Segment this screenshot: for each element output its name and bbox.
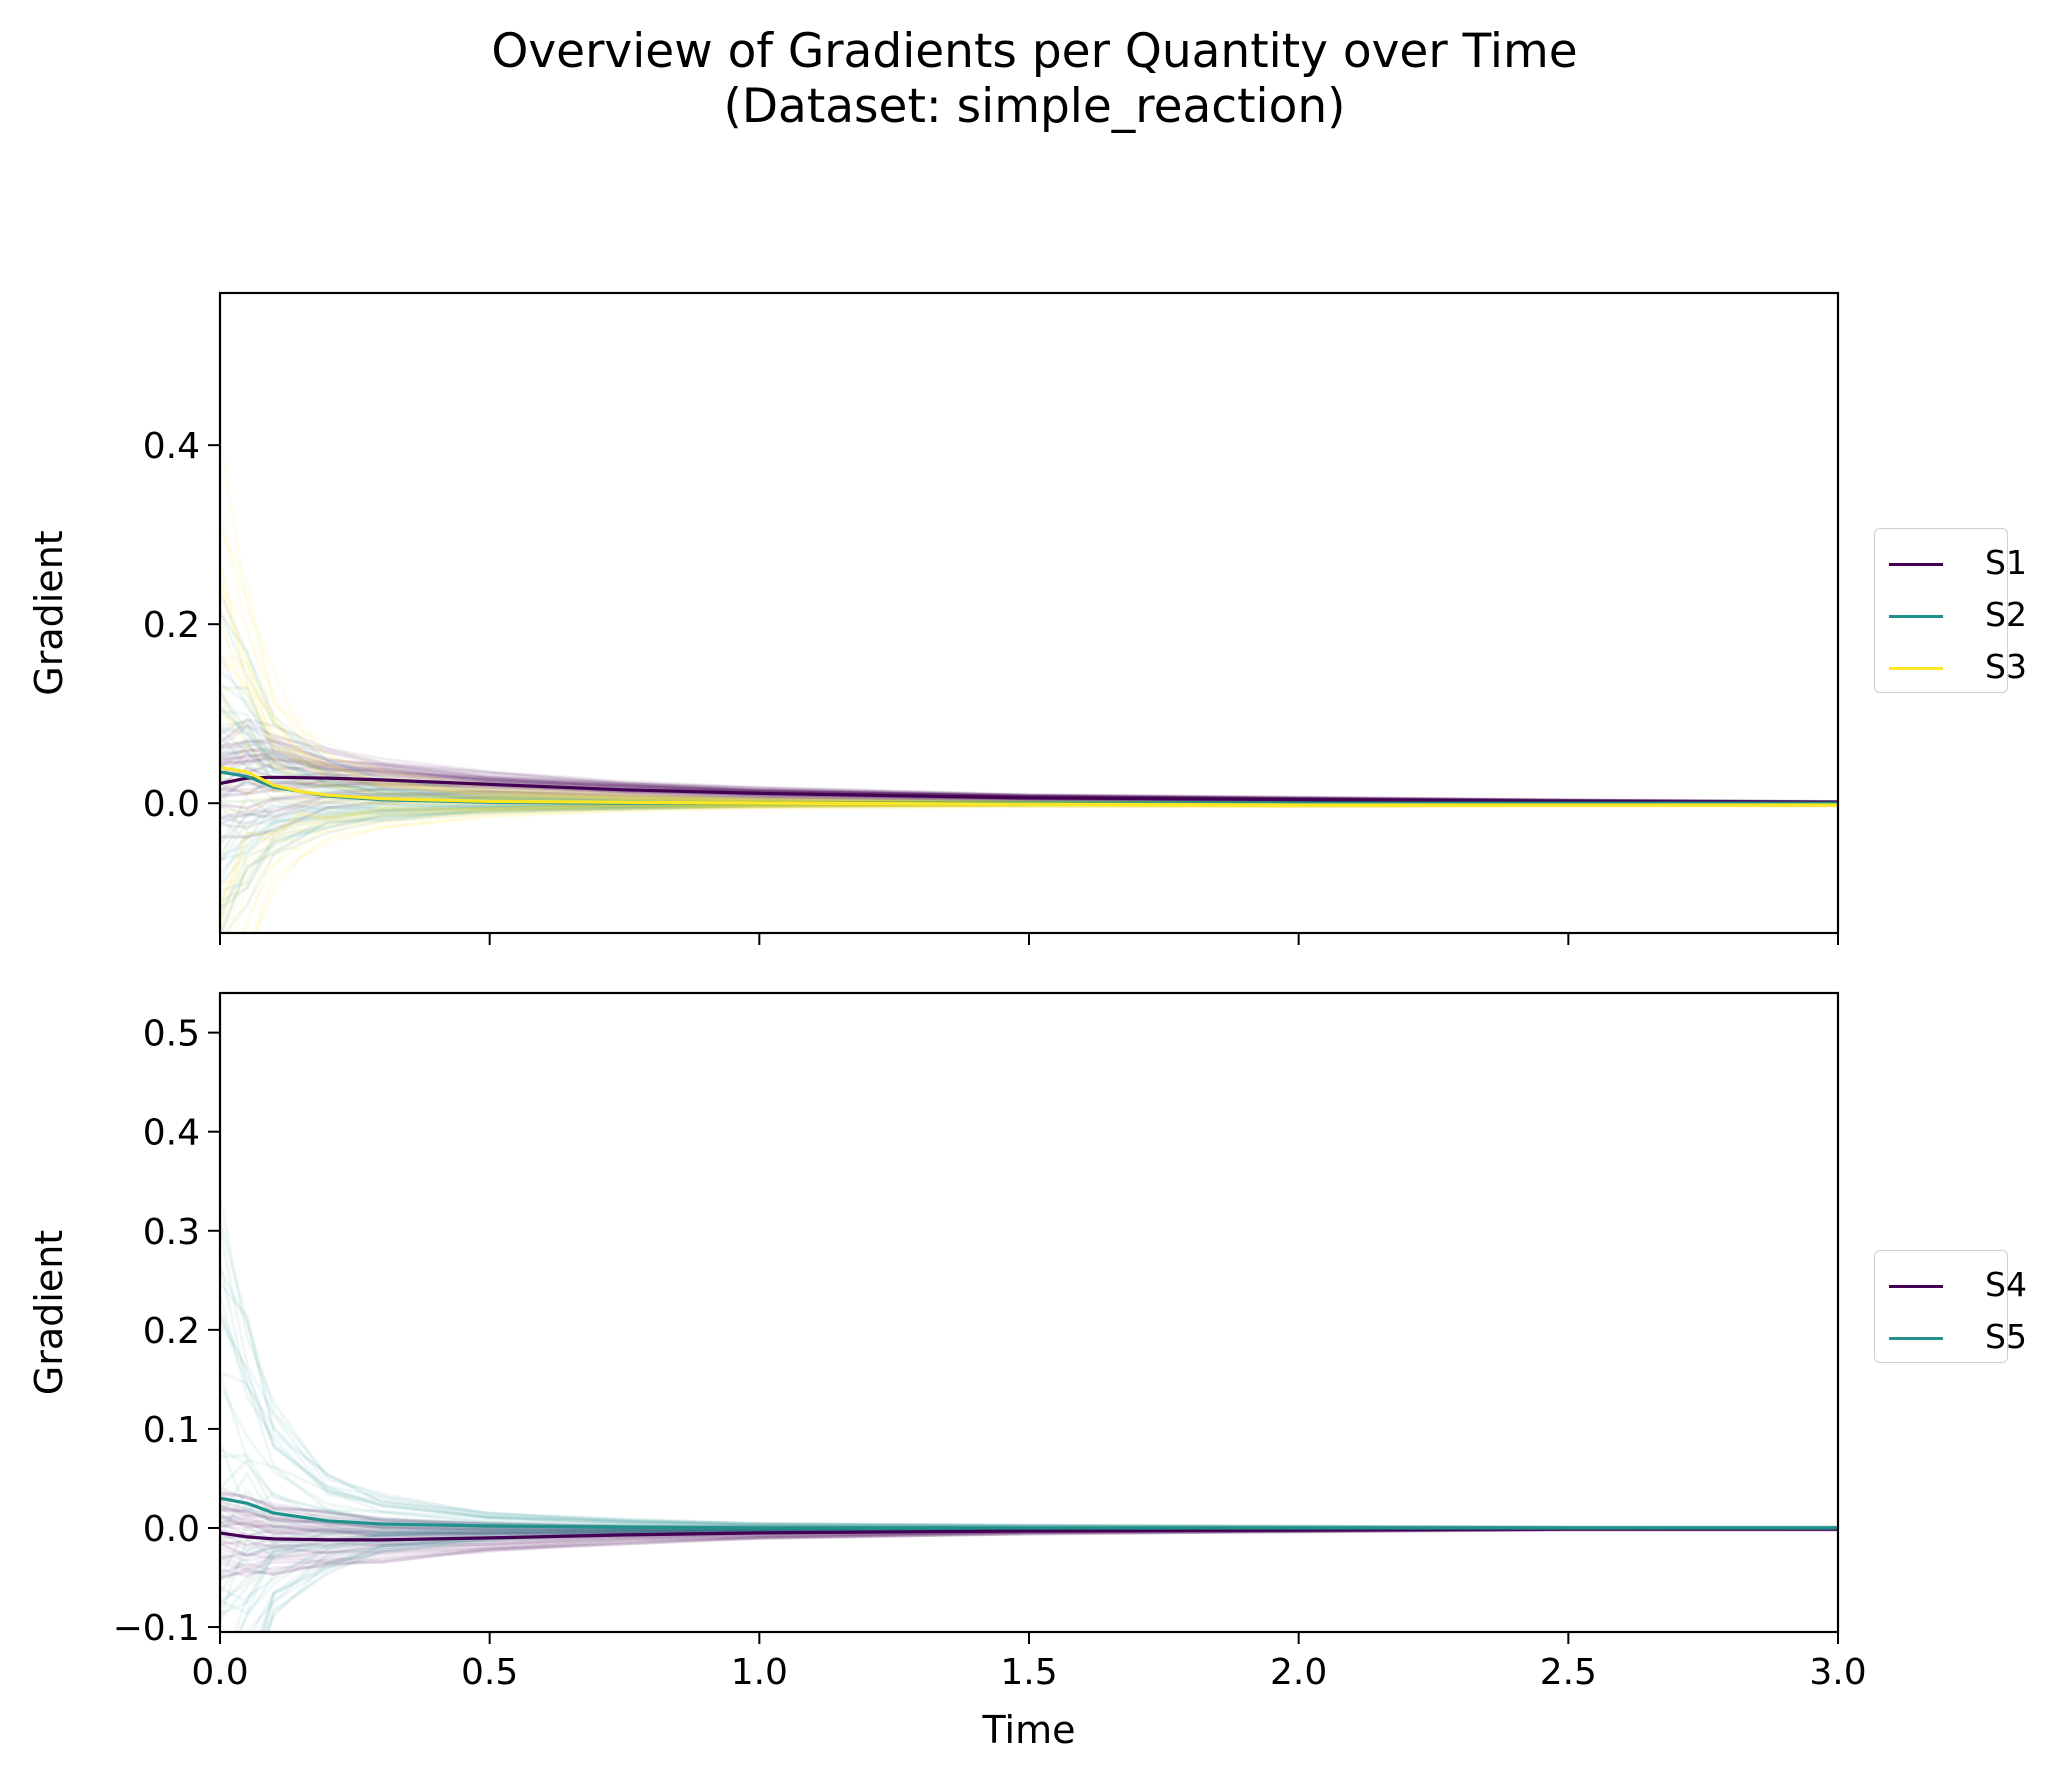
trace-s5-39 (220, 1282, 1838, 1529)
trace-s5-8 (220, 1384, 1838, 1530)
legend-entry-s2: S2 (1875, 591, 2027, 641)
trace-s5-40 (220, 1196, 1838, 1529)
trace-s3-15 (220, 508, 1838, 806)
x-tick-label: 2.0 (1270, 1652, 1327, 1693)
trace-s2-6 (220, 802, 1838, 933)
legend-entry-s4: S4 (1875, 1261, 2027, 1311)
legend-entry-s3: S3 (1875, 643, 2027, 693)
figure-subtitle: (Dataset: simple_reaction) (723, 79, 1346, 134)
trace-s3-28 (220, 528, 1838, 806)
trace-s3-13 (220, 527, 1838, 806)
series-line-s5 (220, 1496, 1838, 1530)
trace-s5-1 (220, 1372, 1838, 1530)
x-axis-label: Time (982, 1708, 1076, 1752)
trace-s5-36 (220, 1221, 1838, 1529)
trace-s3-42 (220, 803, 1838, 917)
y-tick-label: 0.4 (143, 1113, 200, 1154)
y-tick-label: 0.1 (143, 1410, 200, 1451)
trace-s3-0 (220, 803, 1838, 933)
trace-s5-5 (220, 1264, 1838, 1529)
trace-s3-18 (220, 433, 1838, 806)
trace-s4-20 (220, 1528, 1838, 1578)
trace-s3-7 (240, 804, 1838, 933)
trace-s3-21 (220, 803, 1838, 931)
trace-s3-33 (220, 804, 1838, 928)
x-tick-label: 2.5 (1540, 1652, 1597, 1693)
trace-s5-18 (220, 1230, 1838, 1529)
legend-entry-s5: S5 (1875, 1313, 2027, 1363)
trace-s5-22 (220, 1267, 1838, 1529)
y-axis-label: Gradient (27, 1230, 71, 1395)
trace-s5-20 (220, 1294, 1838, 1529)
trace-s5-34 (220, 1314, 1838, 1529)
x-tick-label: 0.0 (191, 1652, 248, 1693)
trace-s5-38 (220, 1310, 1838, 1529)
legend-swatch-s2 (1889, 615, 1943, 618)
trace-s3-20 (234, 804, 1838, 933)
y-tick-label: 0.2 (143, 605, 200, 646)
ensemble-s3 (220, 433, 1838, 933)
trace-s2-41 (220, 802, 1838, 933)
trace-s3-41 (239, 804, 1838, 933)
legend-swatch-s5 (1889, 1337, 1943, 1340)
legend-swatch-s4 (1889, 1285, 1943, 1288)
series-line-s4 (220, 1527, 1838, 1542)
legend-swatch-s1 (1889, 563, 1943, 566)
x-tick-label: 3.0 (1809, 1652, 1866, 1693)
bottom-panel: 0.0 0.5 1.0 1.5 2.0 2.5 3.0−0.10.00.10.20.30.4… (27, 991, 1867, 1752)
y-tick-label: 0.3 (143, 1212, 200, 1253)
trace-s5-30 (220, 1370, 1838, 1530)
y-tick-label: 0.0 (143, 784, 200, 825)
legend-entry-s1: S1 (1875, 539, 2027, 589)
y-tick-label: 0.4 (143, 426, 200, 467)
y-axis-label: Gradient (27, 530, 71, 695)
x-tick-label: 1.0 (731, 1652, 788, 1693)
trace-s5-11 (220, 1318, 1838, 1529)
bottom-legend: S4 S5 (1874, 1250, 2027, 1363)
trace-s2-12 (223, 802, 1838, 933)
y-tick-label: −0.1 (113, 1608, 200, 1649)
top-panel: 0.0 0.2 0.4 Gradient (27, 291, 1840, 945)
trace-s3-44 (252, 804, 1838, 933)
axes-frame (218, 291, 1840, 935)
plot-area (220, 433, 1838, 933)
plot-area (220, 1196, 1838, 1632)
y-tick-label: 0.2 (143, 1311, 200, 1352)
trace-s3-16 (253, 804, 1838, 933)
figure-title: Overview of Gradients per Quantity over … (491, 24, 1578, 79)
trace-s3-30 (220, 803, 1838, 925)
legend-label-s5: S5 (1985, 1317, 2027, 1356)
legend-label-s4: S4 (1985, 1265, 2027, 1304)
trace-s1-9 (220, 724, 1838, 804)
y-tick-label: 0.5 (143, 1014, 200, 1055)
trace-s3-29 (253, 804, 1838, 933)
legend-label-s2: S2 (1985, 595, 2027, 634)
trace-s3-34 (227, 803, 1838, 933)
top-legend: S1 S2 S3 (1874, 528, 2027, 693)
legend-swatch-s3 (1889, 667, 1943, 670)
trace-s1-42 (220, 724, 1838, 804)
legend-label-s3: S3 (1985, 647, 2027, 686)
x-tick-label: 1.5 (1000, 1652, 1057, 1693)
x-tick-label: 0.5 (461, 1652, 518, 1693)
legend-label-s1: S1 (1985, 543, 2027, 582)
series-line-s1 (220, 775, 1838, 804)
y-tick-label: 0.0 (143, 1509, 200, 1550)
series-line-s3 (220, 765, 1838, 807)
trace-s1-13 (220, 718, 1838, 803)
trace-s1-18 (220, 717, 1838, 803)
